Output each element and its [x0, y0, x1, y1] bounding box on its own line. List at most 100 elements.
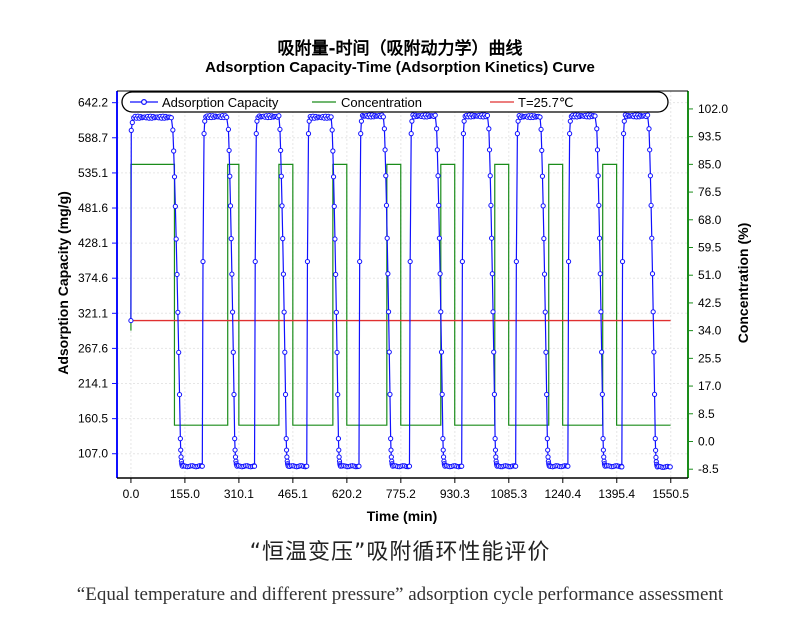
capacity-point — [439, 391, 445, 397]
x-tick-label: 0.0 — [123, 487, 140, 501]
legend-label-concentration: Concentration — [341, 95, 422, 110]
capacity-point — [224, 114, 230, 120]
capacity-point — [490, 309, 496, 315]
capacity-point — [328, 114, 334, 120]
capacity-point — [565, 258, 572, 265]
capacity-point — [438, 349, 445, 355]
capacity-point — [284, 454, 290, 460]
caption-english: “Equal temperature and different pressur… — [76, 584, 724, 605]
x-tick-label: 465.1 — [278, 487, 308, 501]
capacity-point — [388, 436, 394, 442]
capacity-point — [513, 258, 519, 265]
capacity-point — [387, 391, 393, 397]
capacity-point — [648, 202, 654, 209]
capacity-point — [595, 173, 601, 179]
capacity-point — [594, 126, 600, 132]
capacity-point — [226, 147, 232, 154]
capacity-point — [539, 147, 545, 154]
capacity-point — [620, 131, 627, 137]
capacity-point — [304, 463, 310, 469]
capacity-point — [173, 236, 179, 242]
capacity-point — [594, 147, 601, 153]
capacity-point — [336, 447, 342, 453]
capacity-point — [565, 463, 571, 469]
capacity-point — [486, 126, 492, 132]
legend-label-temperature: T=25.7℃ — [518, 95, 573, 110]
capacity-point — [484, 112, 491, 119]
capacity-point — [486, 147, 493, 153]
capacity-point — [329, 127, 335, 133]
capacity-point — [596, 235, 603, 241]
y-left-tick-label: 107.0 — [78, 447, 108, 461]
capacity-point — [649, 271, 656, 277]
capacity-point — [278, 147, 284, 154]
capacity-point — [541, 271, 548, 277]
chart-title: 吸附量-时间（吸附动力学）曲线 — [277, 38, 522, 59]
capacity-point — [438, 309, 444, 315]
capacity-point — [168, 115, 174, 121]
capacity-point — [491, 349, 497, 355]
capacity-point — [357, 258, 363, 265]
capacity-point — [542, 309, 548, 315]
capacity-point — [380, 114, 386, 120]
capacity-point — [489, 271, 495, 277]
capacity-point — [653, 454, 659, 461]
capacity-point — [172, 203, 178, 209]
caption-chinese: “恒温变压”吸附循环性能评价 — [249, 540, 551, 565]
capacity-point — [279, 203, 285, 209]
capacity-point — [171, 174, 178, 180]
capacity-point — [253, 131, 259, 137]
capacity-point — [621, 118, 627, 124]
capacity-point — [459, 258, 465, 265]
capacity-point — [200, 258, 206, 265]
capacity-point — [282, 349, 288, 355]
capacity-point — [545, 447, 551, 453]
capacity-point — [229, 309, 236, 315]
capacity-point — [539, 173, 546, 179]
y-right-tick-label: 34.0 — [698, 324, 722, 338]
capacity-point — [432, 112, 438, 118]
capacity-point — [281, 309, 287, 315]
capacity-point — [283, 436, 289, 442]
capacity-point — [333, 309, 339, 315]
capacity-point — [619, 258, 626, 265]
legend: Adsorption Capacity Concentration T=25.7… — [121, 91, 669, 113]
capacity-point — [280, 271, 287, 277]
capacity-point — [386, 349, 392, 355]
capacity-point — [409, 118, 415, 124]
capacity-point — [493, 454, 499, 460]
capacity-point — [383, 202, 390, 209]
capacity-point — [384, 235, 390, 241]
capacity-point — [356, 463, 362, 469]
kinetics-chart: 吸附量-时间（吸附动力学）曲线 Adsorption Capacity-Time… — [55, 38, 751, 524]
x-tick-label: 310.1 — [224, 487, 254, 501]
capacity-point — [434, 147, 440, 153]
x-axis-label: Time (min) — [367, 508, 438, 524]
capacity-point — [333, 271, 339, 278]
capacity-point — [232, 436, 238, 442]
capacity-point — [592, 113, 598, 119]
capacity-point — [543, 349, 549, 355]
y-axis-left-label: Adsorption Capacity (mg/g) — [55, 191, 71, 375]
y-right-tick-label: 8.5 — [698, 407, 715, 421]
capacity-point — [567, 131, 573, 137]
capacity-point — [407, 258, 413, 265]
capacity-point — [230, 349, 236, 355]
y-left-tick-label: 642.2 — [78, 96, 108, 110]
capacity-point — [460, 131, 467, 137]
capacity-point — [544, 391, 550, 398]
capacity-point — [334, 349, 340, 356]
capacity-point — [601, 454, 607, 460]
capacity-point — [600, 447, 606, 453]
y-right-tick-label: 68.0 — [698, 213, 722, 227]
capacity-point — [128, 127, 134, 133]
capacity-point — [332, 236, 338, 242]
capacity-point — [304, 258, 311, 265]
capacity-point — [436, 235, 443, 241]
x-tick-label: 930.3 — [440, 487, 470, 501]
capacity-point — [176, 391, 183, 398]
capacity-point — [381, 126, 387, 132]
y-left-tick-label: 535.1 — [78, 166, 108, 180]
y-left-tick-label: 588.7 — [78, 131, 108, 145]
capacity-point — [385, 309, 392, 315]
